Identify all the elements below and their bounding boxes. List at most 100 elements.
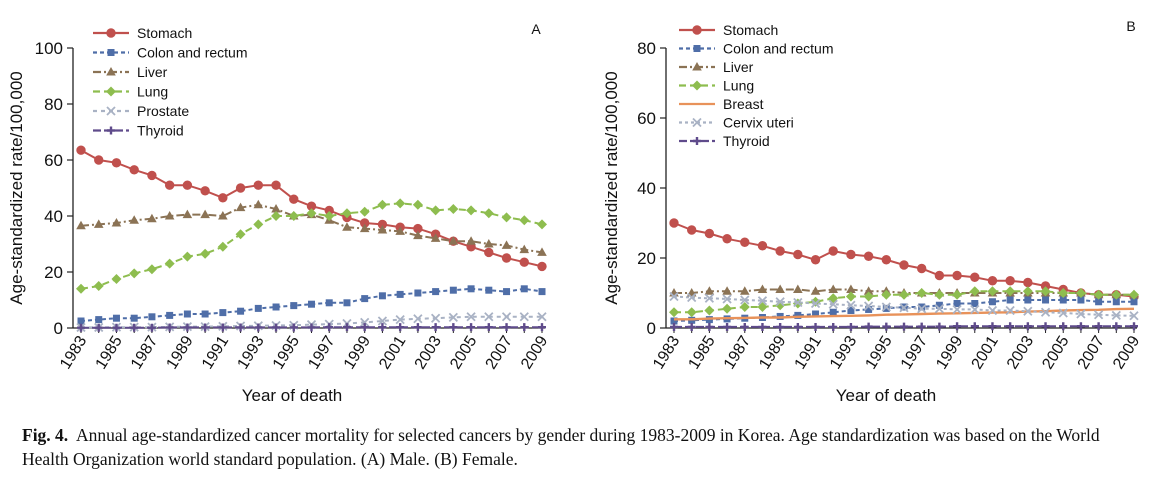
data-point-liver [501,240,512,249]
data-point-stomach [793,249,803,260]
data-point-stomach [484,247,494,258]
data-point-liver [93,219,104,228]
data-point-thyroid [360,323,369,332]
data-point-stomach [916,263,927,274]
data-point-colon-and-rectum [183,310,191,318]
data-point-thyroid [1041,322,1050,331]
data-point-thyroid [1076,322,1085,331]
data-point-colon-and-rectum [254,304,262,312]
x-tick-label: 1983 [650,333,683,372]
data-point-lung [341,208,352,219]
data-point-thyroid [94,323,103,332]
data-point-cervix-uteri [1058,308,1068,318]
data-point-lung [324,211,335,221]
data-point-lung [704,305,715,316]
data-point-colon-and-rectum [308,300,315,308]
data-point-stomach [934,270,945,281]
data-point-colon-and-rectum [520,285,528,293]
data-point-lung [537,219,547,230]
data-point-lung [217,241,228,252]
legend-label-breast: Breast [723,96,764,112]
legend-label-lung: Lung [137,84,168,100]
data-point-stomach [218,193,228,203]
data-point-stomach [987,276,998,286]
data-point-thyroid [900,322,908,331]
x-tick-label: 1993 [234,333,267,372]
data-point-colon-and-rectum [812,310,820,318]
x-axis-title: Year of death [836,386,937,405]
data-point-stomach [846,249,856,260]
data-point-liver [164,211,175,220]
data-point-thyroid [325,323,334,332]
x-tick-label: 2001 [376,333,409,372]
data-point-cervix-uteri [952,304,962,315]
data-point-thyroid [484,323,493,332]
legend-marker-stomach [692,25,702,35]
data-point-cervix-uteri [899,303,909,313]
data-point-thyroid [130,323,139,332]
data-point-lung [129,268,140,279]
data-point-cervix-uteri [846,300,856,310]
data-point-colon-and-rectum [953,300,961,307]
y-tick-label: 40 [44,207,63,226]
data-point-lung [93,281,104,291]
y-tick-label: 80 [44,95,63,114]
data-point-cervix-uteri [669,291,679,302]
data-point-thyroid [77,323,85,332]
data-point-thyroid [793,322,802,331]
data-point-lung [1058,288,1069,298]
data-point-colon-and-rectum [432,288,440,296]
data-point-liver [757,284,768,293]
data-point-colon-and-rectum [538,288,546,296]
data-point-colon-and-rectum [1112,298,1120,306]
legend-label-colon-and-rectum: Colon and rectum [137,45,248,61]
data-point-thyroid [467,323,476,332]
data-point-colon-and-rectum [988,298,996,306]
y-tick-label: 20 [637,249,656,268]
data-point-thyroid [1006,322,1015,331]
data-point-colon-and-rectum [503,288,511,296]
data-point-thyroid [882,322,891,331]
data-point-prostate [395,314,405,325]
data-point-stomach [501,253,512,263]
data-point-liver [519,244,530,254]
data-point-prostate [537,312,547,322]
data-point-colon-and-rectum [918,303,926,311]
data-point-cervix-uteri [793,297,803,308]
data-point-liver [722,286,732,295]
data-point-cervix-uteri [863,301,874,311]
data-point-lung [430,205,441,216]
data-point-thyroid [520,323,529,332]
data-point-lung [111,274,122,284]
series-breast [674,307,1135,321]
data-point-lung [881,289,892,300]
data-point-lung [501,212,512,223]
data-point-colon-and-rectum [343,299,351,307]
data-point-stomach [669,218,679,228]
legend-marker-cervix-uteri [692,117,702,128]
data-point-thyroid [846,322,855,331]
data-point-lung [863,291,874,302]
data-point-stomach [111,158,122,168]
data-point-liver [235,202,246,212]
data-point-liver [200,209,210,219]
data-point-liver [76,220,86,230]
data-point-colon-and-rectum [794,311,802,319]
data-point-stomach [899,260,909,270]
data-point-thyroid [1130,322,1138,331]
data-point-colon-and-rectum [847,307,855,314]
data-point-thyroid [431,323,440,332]
data-point-thyroid [864,322,873,331]
legend-label-stomach: Stomach [723,22,778,38]
data-point-stomach [76,145,86,155]
y-tick-label: 0 [647,319,656,338]
data-point-cervix-uteri [810,298,821,309]
data-point-thyroid [988,322,997,331]
data-point-stomach [970,272,980,282]
data-point-liver [448,236,459,245]
data-point-stomach [1005,276,1015,286]
data-point-cervix-uteri [1129,311,1139,321]
data-point-stomach [722,234,732,244]
data-point-colon-and-rectum [95,316,103,324]
